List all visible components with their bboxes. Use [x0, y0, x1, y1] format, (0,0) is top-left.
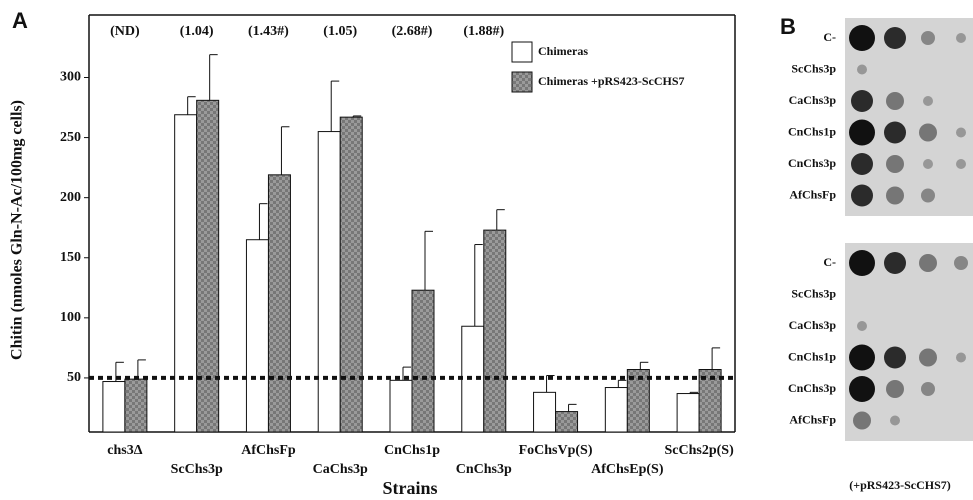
- colony-spot: [884, 27, 906, 49]
- colony-spot: [886, 186, 904, 205]
- y-tick-label: 100: [60, 310, 81, 325]
- row-label: CnChs3p: [788, 381, 836, 395]
- annotation: (2.68#): [392, 24, 433, 39]
- colony-spot: [884, 121, 906, 144]
- bar: [533, 391, 557, 433]
- plate: [845, 243, 973, 441]
- row-label: ScChs3p: [791, 286, 836, 300]
- plate: [845, 18, 973, 216]
- legend-label: Chimeras +pRS423-ScCHS7: [538, 74, 685, 88]
- bar: [676, 393, 700, 433]
- row-label: ScChs3p: [791, 61, 836, 75]
- y-tick-label: 300: [60, 70, 81, 85]
- colony-spot: [919, 123, 937, 142]
- row-label: CnChs1p: [788, 349, 836, 363]
- bar: [604, 387, 628, 433]
- colony-spot: [853, 411, 871, 430]
- colony-spot: [851, 153, 873, 175]
- x-tick-label: AfChsFp: [241, 443, 296, 458]
- colony-spot: [956, 159, 966, 169]
- bar: [411, 289, 435, 433]
- colony-spot: [921, 188, 935, 203]
- x-axis-title: Strains: [382, 478, 437, 498]
- bar: [174, 114, 198, 433]
- colony-spot: [851, 184, 873, 207]
- spot-assay: [845, 18, 973, 441]
- x-tick-label: ScChs2p(S): [664, 443, 734, 458]
- colony-spot: [884, 252, 906, 274]
- colony-spot: [886, 155, 904, 173]
- colony-spot: [923, 159, 933, 169]
- bar: [196, 99, 220, 433]
- row-label: AfChsFp: [789, 187, 836, 201]
- bar: [339, 116, 363, 433]
- x-tick-label: AfChsEp(S): [591, 462, 664, 477]
- y-axis-title: Chitin (nmoles Gln-N-Ac/100mg cells): [9, 100, 26, 360]
- bar: [267, 174, 291, 433]
- bar: [626, 369, 650, 433]
- colony-spot: [857, 321, 867, 331]
- x-tick-label: FoChsVp(S): [519, 443, 593, 458]
- colony-spot: [849, 25, 875, 51]
- bar: [317, 131, 341, 433]
- y-tick-label: 50: [67, 370, 81, 385]
- bar: [389, 379, 413, 433]
- row-label: C-: [823, 255, 836, 269]
- annotation: (1.88#): [463, 24, 504, 39]
- panel-label: B: [780, 14, 796, 39]
- colony-spot: [857, 64, 867, 75]
- annotation: (1.43#): [248, 24, 289, 39]
- colony-spot: [849, 344, 875, 371]
- colony-spot: [956, 127, 966, 138]
- colony-spot: [956, 352, 966, 363]
- caption: (+pRS423-ScCHS7): [849, 478, 951, 492]
- colony-spot: [954, 256, 968, 270]
- annotation: (1.05): [323, 24, 357, 39]
- legend-label: Chimeras: [538, 44, 588, 58]
- x-tick-label: ScChs3p: [171, 462, 223, 477]
- colony-spot: [919, 254, 937, 272]
- colony-spot: [886, 92, 904, 110]
- colony-spot: [890, 415, 900, 426]
- row-label: AfChsFp: [789, 412, 836, 426]
- bar: [555, 411, 579, 433]
- colony-spot: [849, 250, 875, 276]
- bar: [124, 378, 148, 433]
- panel-label: A: [12, 8, 28, 33]
- bar: [245, 239, 269, 433]
- x-tick-label: chs3Δ: [107, 443, 142, 458]
- colony-spot: [956, 33, 966, 43]
- row-label: CnChs1p: [788, 124, 836, 138]
- colony-spot: [849, 119, 875, 146]
- annotation: (1.04): [180, 24, 214, 39]
- x-tick-label: CnChs1p: [384, 443, 440, 458]
- x-tick-label: CaChs3p: [313, 462, 368, 477]
- x-tick-label: CnChs3p: [456, 462, 512, 477]
- colony-spot: [921, 382, 935, 396]
- y-tick-label: 250: [60, 130, 81, 145]
- bar: [483, 229, 507, 433]
- legend-swatch: [511, 41, 533, 63]
- colony-spot: [886, 380, 904, 398]
- y-tick-label: 150: [60, 250, 81, 265]
- y-tick-label: 200: [60, 190, 81, 205]
- row-label: CaChs3p: [789, 93, 837, 107]
- colony-spot: [919, 348, 937, 367]
- annotation: (ND): [110, 24, 140, 39]
- colony-spot: [884, 346, 906, 369]
- bar: [698, 369, 722, 433]
- bar: [102, 381, 126, 433]
- colony-spot: [923, 96, 933, 106]
- colony-spot: [921, 31, 935, 45]
- row-label: CnChs3p: [788, 156, 836, 170]
- row-label: CaChs3p: [789, 318, 837, 332]
- colony-spot: [849, 376, 875, 402]
- row-label: C-: [823, 30, 836, 44]
- legend-swatch: [511, 71, 533, 93]
- colony-spot: [851, 90, 873, 112]
